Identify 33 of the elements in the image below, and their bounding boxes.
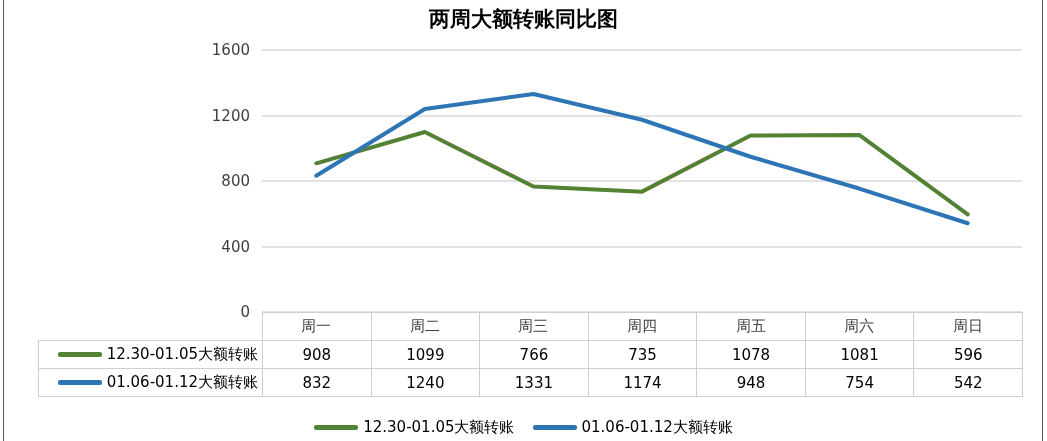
- data-label: 596: [953, 345, 983, 364]
- data-label: 754: [845, 373, 874, 392]
- x-tick-label: 周二: [409, 316, 440, 335]
- y-tick-label: 400: [221, 237, 250, 256]
- data-label: 542: [953, 373, 983, 392]
- text: 01.06-01.12大额转账: [581, 418, 733, 436]
- data-label: 1174: [623, 373, 662, 392]
- x-tick-label: 周三: [518, 316, 549, 335]
- text: 12.30-01.05大额转账: [363, 418, 515, 436]
- line-series: [314, 92, 970, 226]
- legend-label: 12.30-01.05大额转账: [106, 345, 258, 364]
- data-label: 1099: [406, 345, 445, 364]
- chart-title: 两周大额转账同比图: [428, 6, 618, 31]
- data-label: 735: [628, 345, 657, 364]
- data-label: 832: [302, 373, 332, 392]
- data-label: 1331: [514, 373, 554, 392]
- data-label: 948: [736, 373, 766, 392]
- data-label: 1078: [731, 345, 771, 364]
- y-tick-label: 1600: [211, 41, 250, 59]
- line-series: [314, 130, 970, 217]
- data-label: 766: [519, 345, 549, 364]
- x-tick-label: 周日: [952, 316, 983, 335]
- x-tick-label: 周五: [735, 316, 766, 335]
- data-label: 908: [302, 345, 332, 364]
- x-tick-label: 周六: [844, 316, 875, 335]
- y-tick-label: 0: [240, 303, 250, 321]
- data-label: 1081: [840, 345, 879, 364]
- data-label: 1240: [406, 373, 445, 392]
- y-tick-label: 1200: [211, 106, 250, 125]
- y-tick-label: 800: [221, 172, 250, 190]
- legend-label: 01.06-01.12大额转账: [106, 373, 258, 392]
- x-tick-label: 周一: [301, 316, 332, 335]
- x-tick-label: 周四: [627, 316, 657, 335]
